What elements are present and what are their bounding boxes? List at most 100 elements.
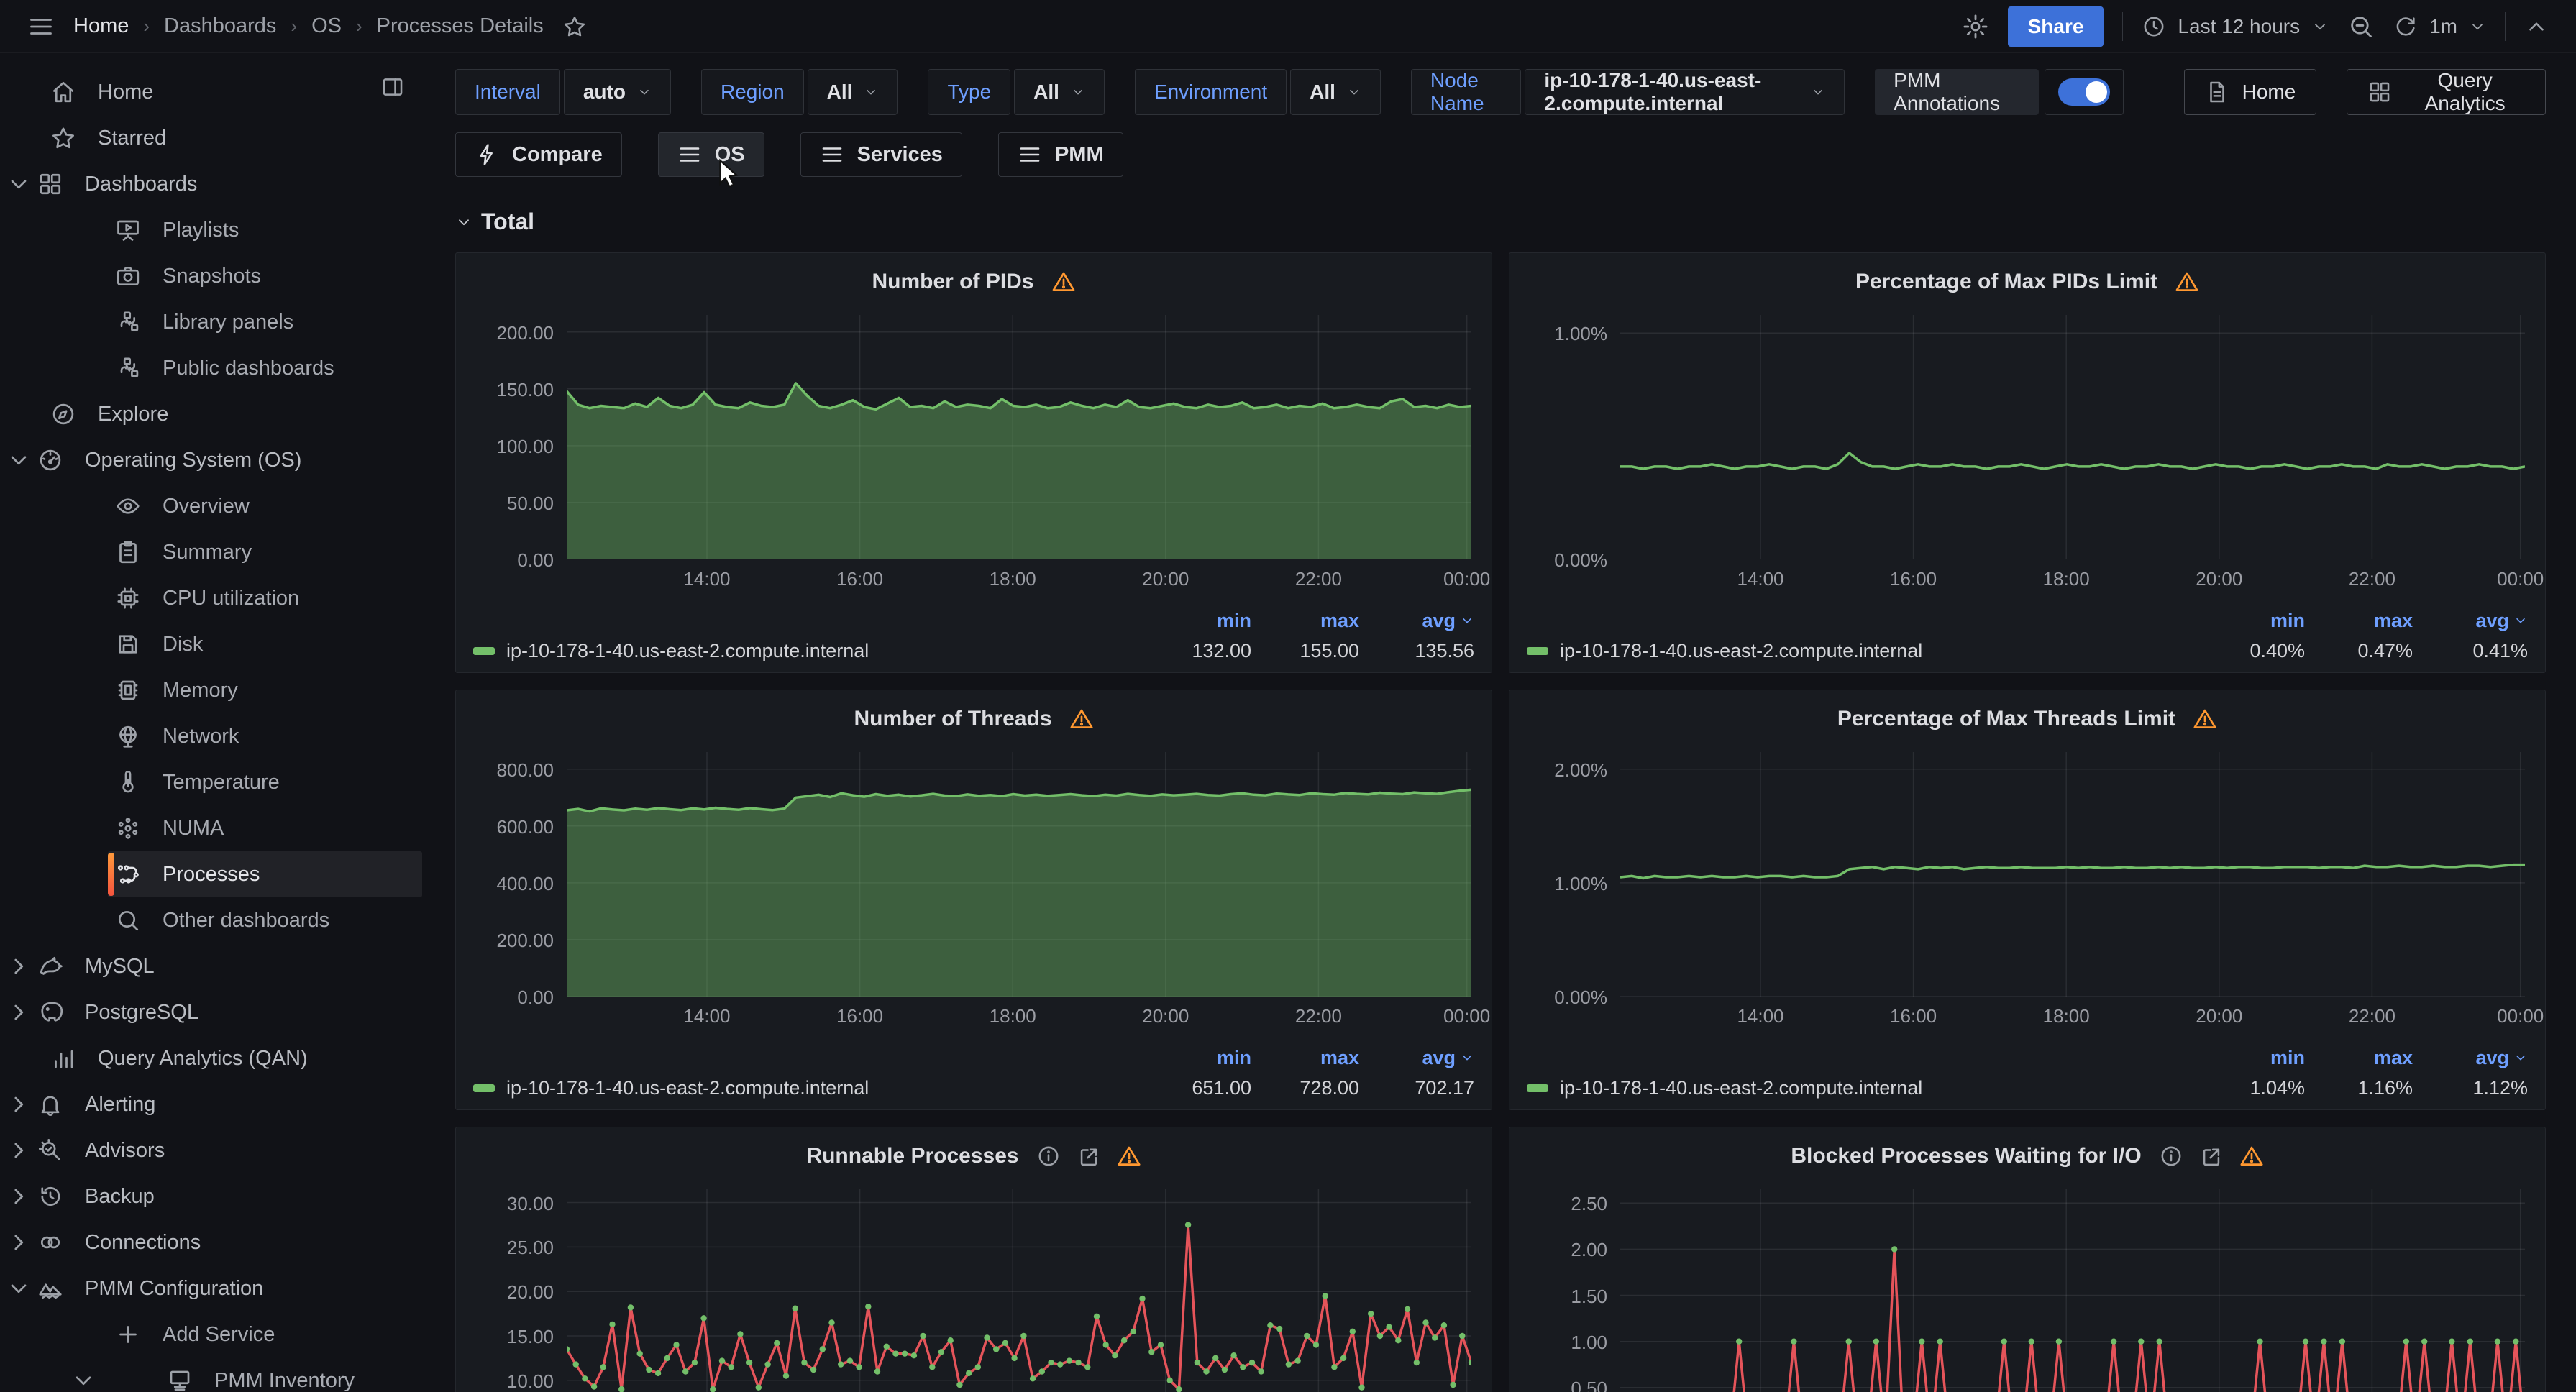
warning-icon[interactable]: [1069, 707, 1094, 731]
sidebar-item-numa[interactable]: NUMA: [0, 805, 426, 851]
legend-header-avg[interactable]: avg: [2413, 1047, 2528, 1069]
sidebar-item-mysql[interactable]: MySQL: [0, 943, 426, 989]
filter-label-environment[interactable]: Environment: [1134, 69, 1287, 115]
filter-label-type[interactable]: Type: [928, 69, 1011, 115]
time-range-picker[interactable]: Last 12 hours: [2142, 14, 2329, 39]
sidebar-item-pmm-inventory[interactable]: PMM Inventory: [0, 1357, 426, 1392]
chart-plot-area[interactable]: [1620, 315, 2526, 560]
legend-header-min[interactable]: min: [1216, 609, 1251, 631]
legend-header-min[interactable]: min: [1216, 1046, 1251, 1068]
breadcrumb-dashboards[interactable]: Dashboards: [164, 14, 277, 37]
share-button[interactable]: Share: [2007, 6, 2104, 47]
legend-series-name[interactable]: ip-10-178-1-40.us-east-2.compute.interna…: [1527, 1077, 2197, 1099]
os-button[interactable]: OS: [657, 132, 764, 188]
legend-series-name[interactable]: ip-10-178-1-40.us-east-2.compute.interna…: [473, 1077, 1143, 1099]
filter-label-node-name[interactable]: Node Name: [1410, 69, 1522, 115]
legend-header-max[interactable]: max: [2373, 609, 2413, 631]
sidebar-item-alerting[interactable]: Alerting: [0, 1081, 426, 1127]
legend-header-min[interactable]: min: [2270, 609, 2305, 631]
sidebar-item-pmm-configuration[interactable]: PMM Configuration: [0, 1265, 426, 1311]
chevron-right-icon[interactable]: [6, 1230, 32, 1255]
query-analytics-button[interactable]: Query Analytics: [2347, 69, 2546, 115]
filter-value-type[interactable]: All: [1014, 69, 1105, 115]
sidebar-item-operating-system-os[interactable]: Operating System (OS): [0, 437, 426, 483]
sidebar-item-public-dashboards[interactable]: Public dashboards: [0, 345, 426, 391]
sidebar-item-network[interactable]: Network: [0, 713, 426, 759]
warning-icon[interactable]: [2175, 270, 2199, 294]
legend-header-avg[interactable]: avg: [1359, 1047, 1474, 1069]
legend-header-avg[interactable]: avg: [2413, 610, 2528, 632]
sidebar-item-library-panels[interactable]: Library panels: [0, 299, 426, 345]
sidebar-item-add-service[interactable]: Add Service: [0, 1311, 426, 1357]
chevron-right-icon[interactable]: [6, 1137, 32, 1163]
sidebar-item-starred[interactable]: Starred: [0, 115, 426, 161]
legend-series-name[interactable]: ip-10-178-1-40.us-east-2.compute.interna…: [1527, 640, 2197, 662]
sidebar-item-query-analytics-qan[interactable]: Query Analytics (QAN): [0, 1035, 426, 1081]
sidebar-item-memory[interactable]: Memory: [0, 667, 426, 713]
panel-title[interactable]: Percentage of Max PIDs Limit: [1527, 267, 2528, 296]
sidebar-item-other-dashboards[interactable]: Other dashboards: [0, 897, 426, 943]
dock-sidebar-icon[interactable]: [380, 75, 405, 99]
chevron-down-icon[interactable]: [6, 1276, 32, 1301]
services-button[interactable]: Services: [800, 132, 962, 177]
legend-series-name[interactable]: ip-10-178-1-40.us-east-2.compute.interna…: [473, 640, 1143, 662]
legend-header-max[interactable]: max: [2373, 1046, 2413, 1068]
chevron-down-icon[interactable]: [70, 1368, 96, 1392]
chevron-down-icon[interactable]: [6, 447, 32, 473]
sidebar-item-disk[interactable]: Disk: [0, 621, 426, 667]
home-button[interactable]: Home: [2183, 69, 2317, 115]
chevron-down-icon[interactable]: [6, 171, 32, 197]
filter-value-environment[interactable]: All: [1290, 69, 1381, 115]
zoom-out-icon[interactable]: [2347, 13, 2375, 40]
panel-title[interactable]: Runnable Processes: [473, 1142, 1474, 1171]
sidebar-item-home[interactable]: Home: [0, 69, 426, 115]
section-header-total[interactable]: Total: [455, 209, 2546, 235]
filter-value-interval[interactable]: auto: [563, 69, 671, 115]
breadcrumb-os[interactable]: OS: [311, 14, 342, 37]
sidebar-item-temperature[interactable]: Temperature: [0, 759, 426, 805]
collapse-toolbar-chevron-up-icon[interactable]: [2524, 14, 2549, 39]
filter-value-node-name[interactable]: ip-10-178-1-40.us-east-2.compute.interna…: [1525, 69, 1845, 115]
chart-plot-area[interactable]: [566, 752, 1472, 997]
hamburger-menu-icon[interactable]: [27, 13, 55, 40]
info-circle-icon[interactable]: [2159, 1144, 2183, 1168]
external-link-icon[interactable]: [1077, 1144, 1101, 1168]
external-link-icon[interactable]: [2199, 1144, 2224, 1168]
legend-header-max[interactable]: max: [1320, 1046, 1359, 1068]
chevron-right-icon[interactable]: [6, 999, 32, 1025]
chart-plot-area[interactable]: [1620, 752, 2525, 997]
favorite-star-icon[interactable]: [562, 14, 587, 39]
sidebar-item-backup[interactable]: Backup: [0, 1173, 426, 1219]
compare-button[interactable]: Compare: [455, 132, 622, 177]
refresh-picker[interactable]: 1m: [2393, 14, 2486, 39]
dashboard-settings-gear-icon[interactable]: [1962, 13, 1989, 40]
sidebar-item-overview[interactable]: Overview: [0, 483, 426, 529]
panel-title[interactable]: Blocked Processes Waiting for I/O: [1527, 1142, 2528, 1171]
info-circle-icon[interactable]: [1036, 1144, 1061, 1168]
warning-icon[interactable]: [2193, 707, 2217, 731]
sidebar-item-dashboards[interactable]: Dashboards: [0, 161, 426, 207]
sidebar-item-cpu-utilization[interactable]: CPU utilization: [0, 575, 426, 621]
legend-header-avg[interactable]: avg: [1359, 610, 1474, 632]
sidebar-item-playlists[interactable]: Playlists: [0, 207, 426, 253]
sidebar-item-summary[interactable]: Summary: [0, 529, 426, 575]
warning-icon[interactable]: [1051, 270, 1076, 294]
filter-label-region[interactable]: Region: [700, 69, 804, 115]
warning-icon[interactable]: [2239, 1144, 2264, 1168]
legend-header-min[interactable]: min: [2270, 1046, 2305, 1068]
pmm-annotations-toggle[interactable]: [2044, 69, 2124, 115]
chart-plot-area[interactable]: [563, 1189, 1475, 1392]
sidebar-item-explore[interactable]: Explore: [0, 391, 426, 437]
chart-plot-area[interactable]: [1620, 1189, 2525, 1392]
chevron-right-icon[interactable]: [6, 1183, 32, 1209]
sidebar-item-snapshots[interactable]: Snapshots: [0, 253, 426, 299]
sidebar-item-connections[interactable]: Connections: [0, 1219, 426, 1265]
sidebar-item-processes[interactable]: Processes: [0, 851, 426, 897]
pmm-button[interactable]: PMM: [997, 132, 1123, 177]
chart-plot-area[interactable]: [565, 315, 1472, 560]
panel-title[interactable]: Percentage of Max Threads Limit: [1527, 705, 2528, 733]
chevron-right-icon[interactable]: [6, 1091, 32, 1117]
legend-header-max[interactable]: max: [1320, 609, 1359, 631]
breadcrumb-home[interactable]: Home: [73, 14, 129, 37]
chevron-right-icon[interactable]: [6, 953, 32, 979]
